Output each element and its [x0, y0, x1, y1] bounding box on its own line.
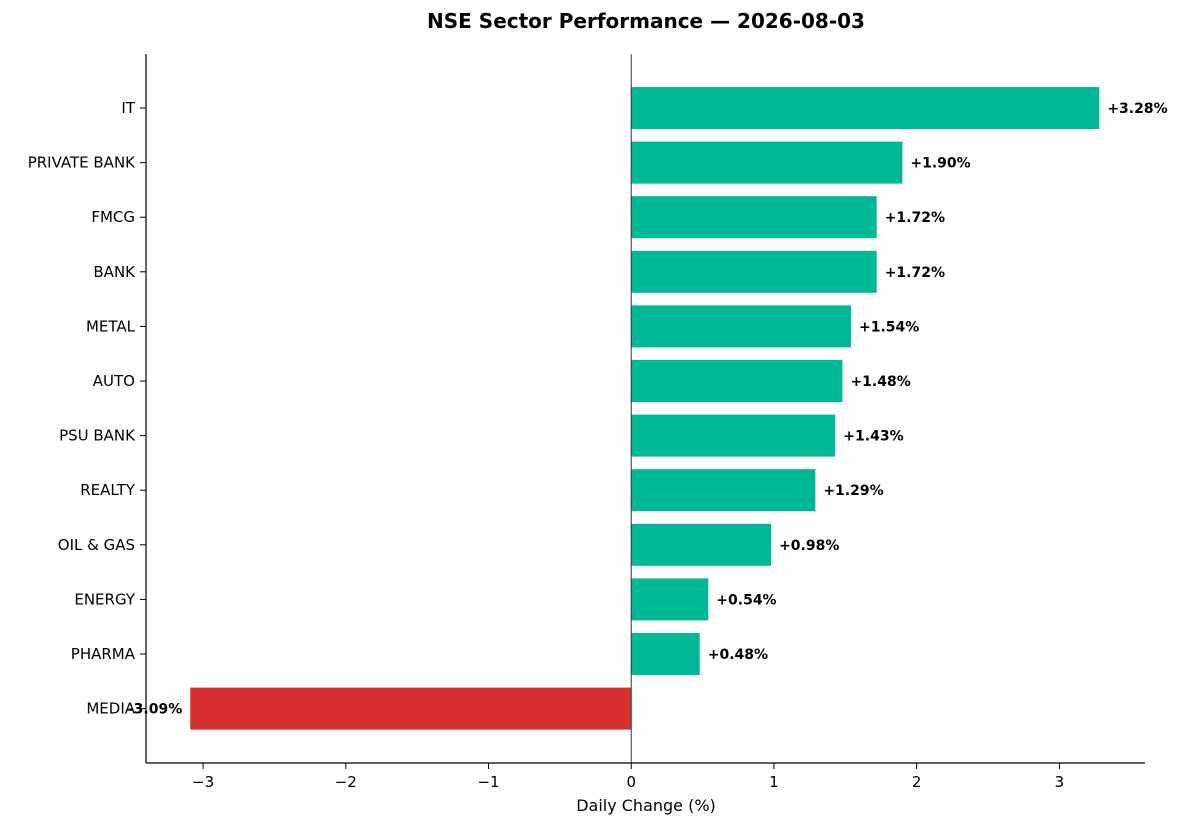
- category-label: FMCG: [91, 208, 135, 226]
- chart-title: NSE Sector Performance — 2026-08-03: [427, 9, 865, 33]
- x-tick-label: −3: [192, 773, 214, 791]
- bar-private-bank: [631, 141, 903, 184]
- value-label: +1.43%: [843, 429, 903, 445]
- x-ticks: −3 −2 −1 0 1 2 3: [192, 763, 1064, 791]
- category-label: MEDIA: [86, 700, 135, 718]
- bar-pharma: [631, 633, 700, 675]
- category-label: BANK: [93, 263, 136, 281]
- value-label: +0.98%: [779, 538, 839, 554]
- category-label: OIL & GAS: [58, 536, 135, 554]
- value-label: +1.48%: [850, 374, 910, 390]
- category-label: AUTO: [93, 372, 135, 390]
- category-label: ENERGY: [74, 590, 135, 608]
- value-label: +0.48%: [708, 647, 768, 663]
- category-label: PHARMA: [71, 645, 136, 663]
- x-tick-label: 1: [769, 773, 779, 791]
- value-label: +1.72%: [885, 265, 945, 281]
- category-label: PRIVATE BANK: [28, 154, 136, 172]
- bar-psu-bank: [631, 414, 836, 457]
- bar-auto: [631, 360, 843, 402]
- value-label: +1.29%: [823, 483, 883, 499]
- value-label: +1.72%: [885, 210, 945, 226]
- bar-media: [190, 687, 632, 730]
- value-label: +1.54%: [859, 319, 919, 335]
- bar-realty: [631, 469, 816, 512]
- category-label: METAL: [86, 317, 136, 335]
- value-label: +0.54%: [716, 592, 776, 608]
- y-ticks: IT PRIVATE BANK FMCG BANK METAL AUTO PSU BANK R…: [28, 99, 146, 718]
- x-axis-label: Daily Change (%): [576, 796, 716, 815]
- x-tick-label: −2: [335, 773, 357, 791]
- x-tick-label: 0: [626, 773, 636, 791]
- value-label: -3.09%: [128, 702, 182, 718]
- value-label: +1.90%: [910, 156, 970, 172]
- labels-layer: +3.28% +1.90% +1.72% +1.72% +1.54% +1.48% +1.4…: [128, 101, 1168, 718]
- category-label: REALTY: [80, 481, 136, 499]
- bar-energy: [631, 578, 709, 621]
- bar-metal: [631, 305, 852, 348]
- category-label: IT: [121, 99, 135, 117]
- bar-oil-gas: [631, 523, 772, 566]
- x-tick-label: −1: [477, 773, 499, 791]
- bar-bank: [631, 250, 877, 293]
- bar-it: [631, 87, 1100, 129]
- x-tick-label: 2: [912, 773, 922, 791]
- value-label: +3.28%: [1107, 101, 1167, 117]
- bars-layer: [190, 87, 1100, 730]
- x-tick-label: 3: [1055, 773, 1065, 791]
- bar-fmcg: [631, 196, 877, 239]
- category-label: PSU BANK: [59, 427, 136, 445]
